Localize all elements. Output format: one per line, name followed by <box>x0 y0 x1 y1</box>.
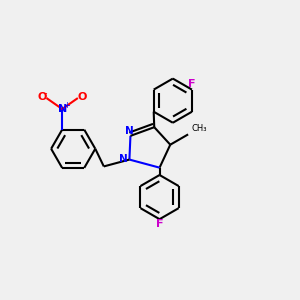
Text: F: F <box>156 220 163 230</box>
Text: O: O <box>37 92 46 102</box>
Text: +: + <box>63 101 70 110</box>
Text: O: O <box>78 92 87 102</box>
Text: F: F <box>188 79 196 89</box>
Text: -: - <box>44 88 47 98</box>
Text: N: N <box>124 126 133 136</box>
Text: CH₃: CH₃ <box>191 124 207 133</box>
Text: N: N <box>118 154 127 164</box>
Text: N: N <box>58 104 67 114</box>
